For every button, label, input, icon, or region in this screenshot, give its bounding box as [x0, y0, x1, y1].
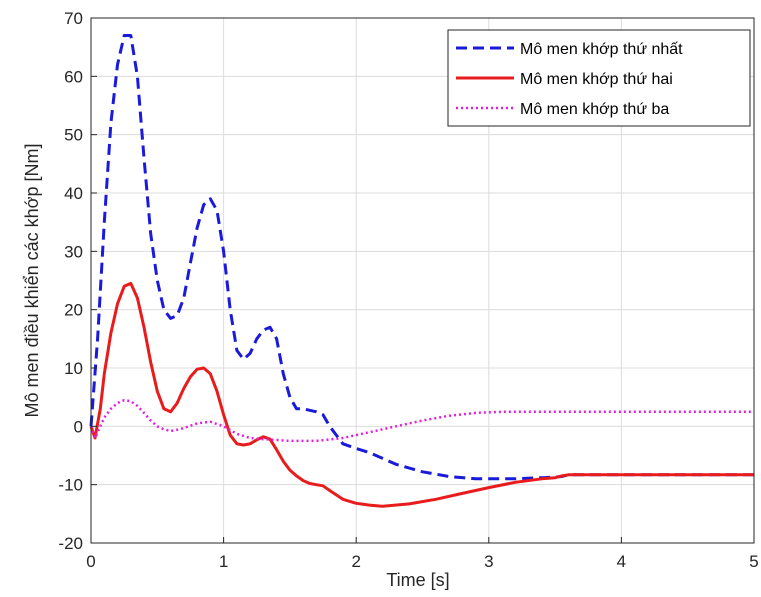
- x-tick-label: 3: [484, 552, 493, 571]
- legend-label-1: Mô men khớp thứ nhất: [520, 41, 683, 58]
- plot-frame: [90, 17, 755, 544]
- x-tick-label: 1: [219, 552, 228, 571]
- series-line-2: [89, 281, 754, 508]
- y-axis-label: Mô men điều khiển các khớp [Nm]: [22, 144, 42, 418]
- y-tick-label: 0: [74, 417, 83, 436]
- x-tick-label: 5: [749, 552, 758, 571]
- legend: Mô men khớp thứ nhất Mô men khớp thứ hai M…: [447, 29, 751, 127]
- series-layer: [89, 34, 754, 508]
- x-tick-label: 0: [86, 552, 95, 571]
- y-tick-label: 30: [64, 242, 83, 261]
- legend-label-2: Mô men khớp thứ hai: [520, 71, 673, 88]
- axis-ticks: 0 1 2 3 4 5 -20 -10 0 10 20 30 40 50 60 70: [58, 9, 758, 571]
- y-tick-label: 10: [64, 359, 83, 378]
- x-tick-label: 4: [617, 552, 626, 571]
- grid: [90, 17, 755, 544]
- x-tick-label: 2: [351, 552, 360, 571]
- y-tick-label: 40: [64, 184, 83, 203]
- y-tick-label: 70: [64, 9, 83, 28]
- y-tick-label: 60: [64, 67, 83, 86]
- legend-label-3: Mô men khớp thứ ba: [520, 101, 669, 118]
- y-tick-label: 20: [64, 301, 83, 320]
- y-tick-label: -20: [58, 534, 83, 553]
- y-tick-label: 50: [64, 126, 83, 145]
- x-axis-label: Time [s]: [386, 570, 449, 590]
- y-tick-label: -10: [58, 476, 83, 495]
- series-line-1: [89, 34, 754, 481]
- series-line-3: [89, 398, 754, 443]
